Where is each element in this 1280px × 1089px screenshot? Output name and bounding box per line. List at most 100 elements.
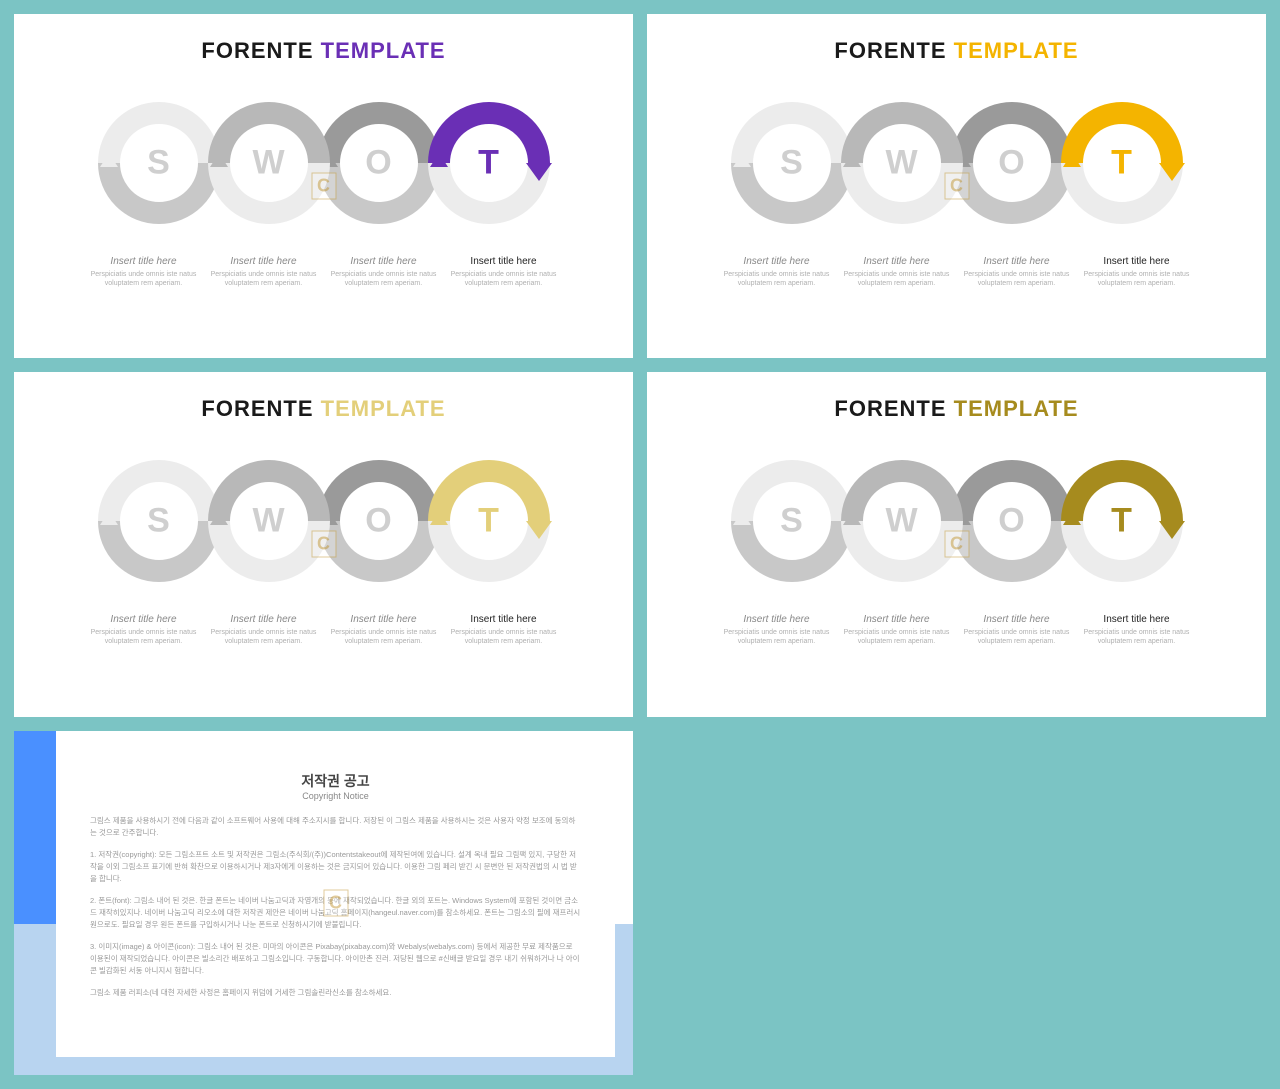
ring-t: T bbox=[424, 456, 554, 586]
caption-body: Perspiciatis unde omnis iste natus volup… bbox=[448, 628, 560, 646]
copyright-p2: 1. 저작권(copyright): 모든 그림소프트 소트 및 저작권은 그림… bbox=[90, 849, 581, 885]
caption-title: Insert title here bbox=[841, 614, 953, 625]
captions-row: Insert title here Perspiciatis unde omni… bbox=[14, 614, 633, 646]
copyright-p3: 2. 폰트(font): 그림소 내어 된 것은. 한글 폰트는 네이버 나눔고… bbox=[90, 895, 581, 931]
template-slide-4: FORENTE TEMPLATE S W O T Insert title her… bbox=[647, 372, 1266, 716]
caption-body: Perspiciatis unde omnis iste natus volup… bbox=[841, 270, 953, 288]
ring-letter: W bbox=[252, 502, 284, 541]
slide-title: FORENTE TEMPLATE bbox=[14, 396, 633, 422]
caption-2: Insert title here Perspiciatis unde omni… bbox=[324, 256, 444, 288]
caption-3: Insert title here Perspiciatis unde omni… bbox=[1077, 614, 1197, 646]
caption-title: Insert title here bbox=[328, 614, 440, 625]
caption-body: Perspiciatis unde omnis iste natus volup… bbox=[1081, 628, 1193, 646]
title-a: FORENTE bbox=[834, 38, 946, 63]
title-b: TEMPLATE bbox=[954, 38, 1079, 63]
copyright-heading: 저작권 공고 bbox=[90, 771, 581, 791]
ring-w: W bbox=[837, 456, 967, 586]
ring-letter: S bbox=[147, 502, 170, 541]
caption-body: Perspiciatis unde omnis iste natus volup… bbox=[208, 628, 320, 646]
ring-w: W bbox=[204, 98, 334, 228]
ring-letter: W bbox=[885, 144, 917, 183]
caption-body: Perspiciatis unde omnis iste natus volup… bbox=[448, 270, 560, 288]
ring-letter: O bbox=[365, 144, 391, 183]
caption-body: Perspiciatis unde omnis iste natus volup… bbox=[328, 628, 440, 646]
caption-3: Insert title here Perspiciatis unde omni… bbox=[444, 614, 564, 646]
ring-letter: T bbox=[1111, 144, 1132, 183]
captions-row: Insert title here Perspiciatis unde omni… bbox=[647, 614, 1266, 646]
caption-title: Insert title here bbox=[88, 256, 200, 267]
ring-letter: O bbox=[998, 144, 1024, 183]
title-a: FORENTE bbox=[201, 396, 313, 421]
swot-rings: S W O T bbox=[647, 446, 1266, 596]
caption-title: Insert title here bbox=[448, 614, 560, 625]
swot-rings: S W O T bbox=[647, 88, 1266, 238]
caption-body: Perspiciatis unde omnis iste natus volup… bbox=[88, 270, 200, 288]
caption-title: Insert title here bbox=[961, 256, 1073, 267]
ring-letter: O bbox=[998, 502, 1024, 541]
ring-letter: S bbox=[780, 502, 803, 541]
copyright-sub: Copyright Notice bbox=[90, 791, 581, 801]
ring-letter: T bbox=[478, 502, 499, 541]
template-slide-1: FORENTE TEMPLATE S W O T Insert title her… bbox=[14, 14, 633, 358]
template-slide-3: FORENTE TEMPLATE S W O T Insert title her… bbox=[14, 372, 633, 716]
swot-rings: S W O T bbox=[14, 88, 633, 238]
caption-body: Perspiciatis unde omnis iste natus volup… bbox=[208, 270, 320, 288]
swot-rings: S W O T bbox=[14, 446, 633, 596]
caption-1: Insert title here Perspiciatis unde omni… bbox=[204, 614, 324, 646]
caption-0: Insert title here Perspiciatis unde omni… bbox=[717, 256, 837, 288]
caption-0: Insert title here Perspiciatis unde omni… bbox=[84, 614, 204, 646]
caption-body: Perspiciatis unde omnis iste natus volup… bbox=[721, 628, 833, 646]
captions-row: Insert title here Perspiciatis unde omni… bbox=[647, 256, 1266, 288]
caption-0: Insert title here Perspiciatis unde omni… bbox=[84, 256, 204, 288]
caption-body: Perspiciatis unde omnis iste natus volup… bbox=[721, 270, 833, 288]
title-b: TEMPLATE bbox=[321, 396, 446, 421]
caption-title: Insert title here bbox=[1081, 614, 1193, 625]
caption-body: Perspiciatis unde omnis iste natus volup… bbox=[88, 628, 200, 646]
ring-letter: T bbox=[478, 144, 499, 183]
copyright-paper: 저작권 공고 Copyright Notice 그림스 제품을 사용하시기 전에… bbox=[56, 749, 615, 1057]
caption-3: Insert title here Perspiciatis unde omni… bbox=[1077, 256, 1197, 288]
caption-1: Insert title here Perspiciatis unde omni… bbox=[837, 256, 957, 288]
caption-2: Insert title here Perspiciatis unde omni… bbox=[957, 256, 1077, 288]
caption-title: Insert title here bbox=[841, 256, 953, 267]
slide-title: FORENTE TEMPLATE bbox=[647, 38, 1266, 64]
copyright-p4: 3. 이미지(image) & 아이콘(icon): 그림소 내어 된 것은. … bbox=[90, 941, 581, 977]
title-a: FORENTE bbox=[834, 396, 946, 421]
caption-title: Insert title here bbox=[1081, 256, 1193, 267]
ring-letter: S bbox=[147, 144, 170, 183]
caption-3: Insert title here Perspiciatis unde omni… bbox=[444, 256, 564, 288]
copyright-p5: 그림소 제품 러피소(네 대현 자세한 사정은 홈페이지 위덤에 거세한 그림솔… bbox=[90, 987, 581, 999]
caption-2: Insert title here Perspiciatis unde omni… bbox=[957, 614, 1077, 646]
caption-title: Insert title here bbox=[208, 256, 320, 267]
caption-1: Insert title here Perspiciatis unde omni… bbox=[204, 256, 324, 288]
slide-title: FORENTE TEMPLATE bbox=[14, 38, 633, 64]
caption-title: Insert title here bbox=[721, 614, 833, 625]
ring-letter: W bbox=[252, 144, 284, 183]
ring-t: T bbox=[1057, 456, 1187, 586]
title-a: FORENTE bbox=[201, 38, 313, 63]
caption-title: Insert title here bbox=[448, 256, 560, 267]
ring-w: W bbox=[837, 98, 967, 228]
caption-title: Insert title here bbox=[88, 614, 200, 625]
caption-0: Insert title here Perspiciatis unde omni… bbox=[717, 614, 837, 646]
ring-t: T bbox=[1057, 98, 1187, 228]
ring-letter: O bbox=[365, 502, 391, 541]
caption-body: Perspiciatis unde omnis iste natus volup… bbox=[328, 270, 440, 288]
caption-2: Insert title here Perspiciatis unde omni… bbox=[324, 614, 444, 646]
title-b: TEMPLATE bbox=[954, 396, 1079, 421]
caption-body: Perspiciatis unde omnis iste natus volup… bbox=[841, 628, 953, 646]
caption-title: Insert title here bbox=[328, 256, 440, 267]
ring-letter: S bbox=[780, 144, 803, 183]
slide-title: FORENTE TEMPLATE bbox=[647, 396, 1266, 422]
caption-title: Insert title here bbox=[721, 256, 833, 267]
captions-row: Insert title here Perspiciatis unde omni… bbox=[14, 256, 633, 288]
empty-cell bbox=[647, 731, 1266, 1075]
copyright-p1: 그림스 제품을 사용하시기 전에 다음과 같이 소프트웨어 사용에 대해 주소지… bbox=[90, 815, 581, 839]
caption-body: Perspiciatis unde omnis iste natus volup… bbox=[961, 270, 1073, 288]
ring-w: W bbox=[204, 456, 334, 586]
copyright-slide: 저작권 공고 Copyright Notice 그림스 제품을 사용하시기 전에… bbox=[14, 731, 633, 1075]
ring-letter: T bbox=[1111, 502, 1132, 541]
caption-title: Insert title here bbox=[961, 614, 1073, 625]
title-b: TEMPLATE bbox=[321, 38, 446, 63]
caption-1: Insert title here Perspiciatis unde omni… bbox=[837, 614, 957, 646]
